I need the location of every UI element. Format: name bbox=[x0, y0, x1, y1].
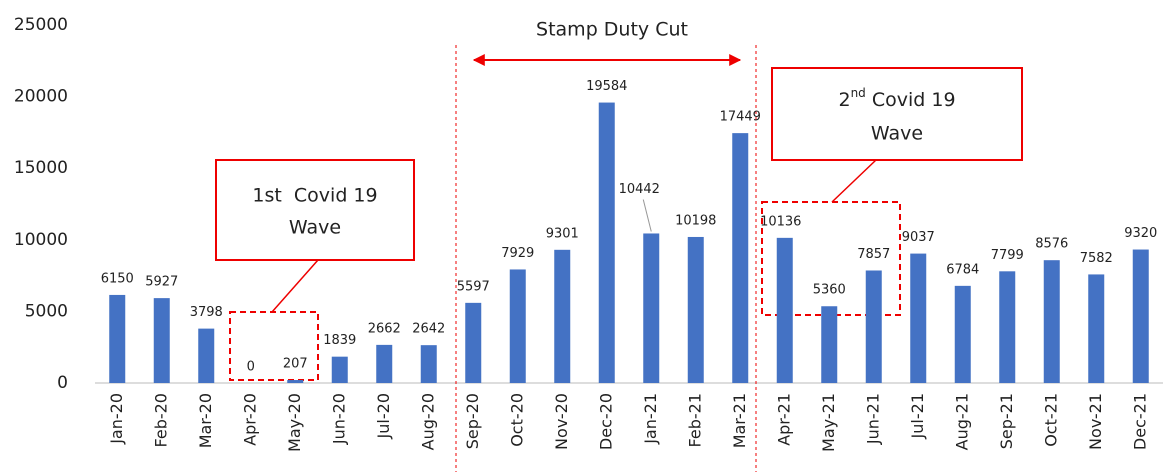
bar bbox=[643, 233, 660, 383]
bar bbox=[732, 133, 749, 383]
bar bbox=[420, 345, 437, 383]
bar bbox=[1132, 249, 1149, 383]
y-tick-label: 20000 bbox=[14, 87, 68, 107]
bar bbox=[331, 356, 348, 383]
highlight-box bbox=[229, 311, 319, 381]
bar bbox=[776, 237, 793, 383]
data-label: 10198 bbox=[675, 213, 716, 228]
x-tick-label: Feb-21 bbox=[685, 393, 704, 447]
data-label: 10442 bbox=[619, 182, 660, 197]
y-tick-label: 10000 bbox=[14, 230, 68, 250]
bar bbox=[287, 380, 304, 383]
x-tick-label: May-20 bbox=[285, 393, 304, 452]
y-tick-label: 0 bbox=[57, 373, 68, 393]
x-tick-label: Jul-20 bbox=[374, 393, 393, 439]
x-tick-label: Mar-20 bbox=[196, 393, 215, 448]
connector bbox=[271, 259, 319, 313]
data-label: 3798 bbox=[190, 305, 223, 320]
x-tick-label: Dec-21 bbox=[1130, 393, 1149, 450]
bar bbox=[687, 236, 704, 383]
bar bbox=[376, 344, 393, 383]
x-tick-label: Nov-21 bbox=[1086, 393, 1105, 450]
bar bbox=[554, 249, 571, 383]
annotation: 1st Covid 19 bbox=[252, 185, 377, 207]
bar bbox=[509, 269, 526, 383]
callout-box bbox=[215, 159, 415, 261]
x-tick-label: Mar-21 bbox=[730, 393, 749, 448]
x-tick-label: Apr-20 bbox=[240, 393, 259, 446]
bar bbox=[153, 298, 170, 383]
bar bbox=[465, 302, 482, 383]
data-label: 7929 bbox=[501, 246, 534, 261]
annotation: Wave bbox=[871, 123, 923, 145]
bar bbox=[865, 270, 882, 383]
data-label: 5597 bbox=[457, 279, 490, 294]
data-label: 7857 bbox=[857, 247, 890, 262]
bar bbox=[1043, 260, 1060, 383]
x-tick-label: Jun-21 bbox=[863, 393, 882, 445]
x-tick-label: May-21 bbox=[819, 393, 838, 452]
data-label: 207 bbox=[283, 357, 308, 372]
annotation: 2nd Covid 19 bbox=[838, 86, 955, 111]
bar bbox=[1088, 274, 1105, 383]
x-tick-label: Sep-21 bbox=[997, 393, 1016, 449]
data-label: 7582 bbox=[1080, 251, 1113, 266]
annotation: Wave bbox=[289, 217, 341, 239]
x-tick-label: Sep-20 bbox=[463, 393, 482, 449]
bar bbox=[198, 328, 215, 383]
x-tick-label: Aug-20 bbox=[418, 393, 437, 450]
connector bbox=[831, 159, 877, 203]
x-tick-label: Feb-20 bbox=[151, 393, 170, 447]
x-tick-label: Dec-20 bbox=[596, 393, 615, 450]
data-label: 2662 bbox=[368, 321, 401, 336]
bar bbox=[954, 285, 971, 383]
data-label: 5927 bbox=[145, 275, 178, 290]
data-label: 7799 bbox=[991, 248, 1024, 263]
data-label: 6150 bbox=[101, 271, 134, 286]
x-tick-label: Jan-21 bbox=[641, 393, 660, 445]
x-tick-label: Oct-21 bbox=[1041, 393, 1060, 447]
data-label: 5360 bbox=[813, 283, 846, 298]
data-label: 10136 bbox=[760, 214, 801, 229]
data-label: 0 bbox=[247, 360, 255, 375]
annotation-part: 2 bbox=[838, 89, 850, 111]
x-tick-label: Apr-21 bbox=[774, 393, 793, 446]
y-tick-label: 25000 bbox=[14, 15, 68, 35]
annotation-part: Covid 19 bbox=[866, 89, 956, 111]
annotation: Stamp Duty Cut bbox=[536, 19, 688, 41]
x-tick-label: Jun-20 bbox=[329, 393, 348, 445]
x-tick-label: Jul-21 bbox=[908, 393, 927, 439]
x-tick-label: Oct-20 bbox=[507, 393, 526, 447]
y-tick-label: 5000 bbox=[25, 301, 68, 321]
y-tick-label: 15000 bbox=[14, 158, 68, 178]
data-label: 2642 bbox=[412, 322, 445, 337]
data-label: 6784 bbox=[946, 262, 979, 277]
data-label: 1839 bbox=[323, 333, 356, 348]
bar bbox=[109, 294, 126, 383]
bar bbox=[999, 271, 1016, 383]
data-label: 9320 bbox=[1124, 226, 1157, 241]
data-label: 9037 bbox=[902, 230, 935, 245]
x-tick-label: Jan-20 bbox=[107, 393, 126, 445]
data-label: 9301 bbox=[546, 226, 579, 241]
bar bbox=[598, 102, 615, 383]
leader-line bbox=[642, 199, 652, 232]
annotation-part: nd bbox=[851, 86, 866, 100]
data-label: 17449 bbox=[720, 110, 761, 125]
bar bbox=[910, 253, 927, 383]
x-tick-label: Aug-21 bbox=[952, 393, 971, 450]
callout-box bbox=[771, 67, 1023, 161]
bar bbox=[821, 306, 838, 383]
data-label: 19584 bbox=[586, 79, 627, 94]
x-tick-label: Nov-20 bbox=[552, 393, 571, 450]
data-label: 8576 bbox=[1035, 237, 1068, 252]
